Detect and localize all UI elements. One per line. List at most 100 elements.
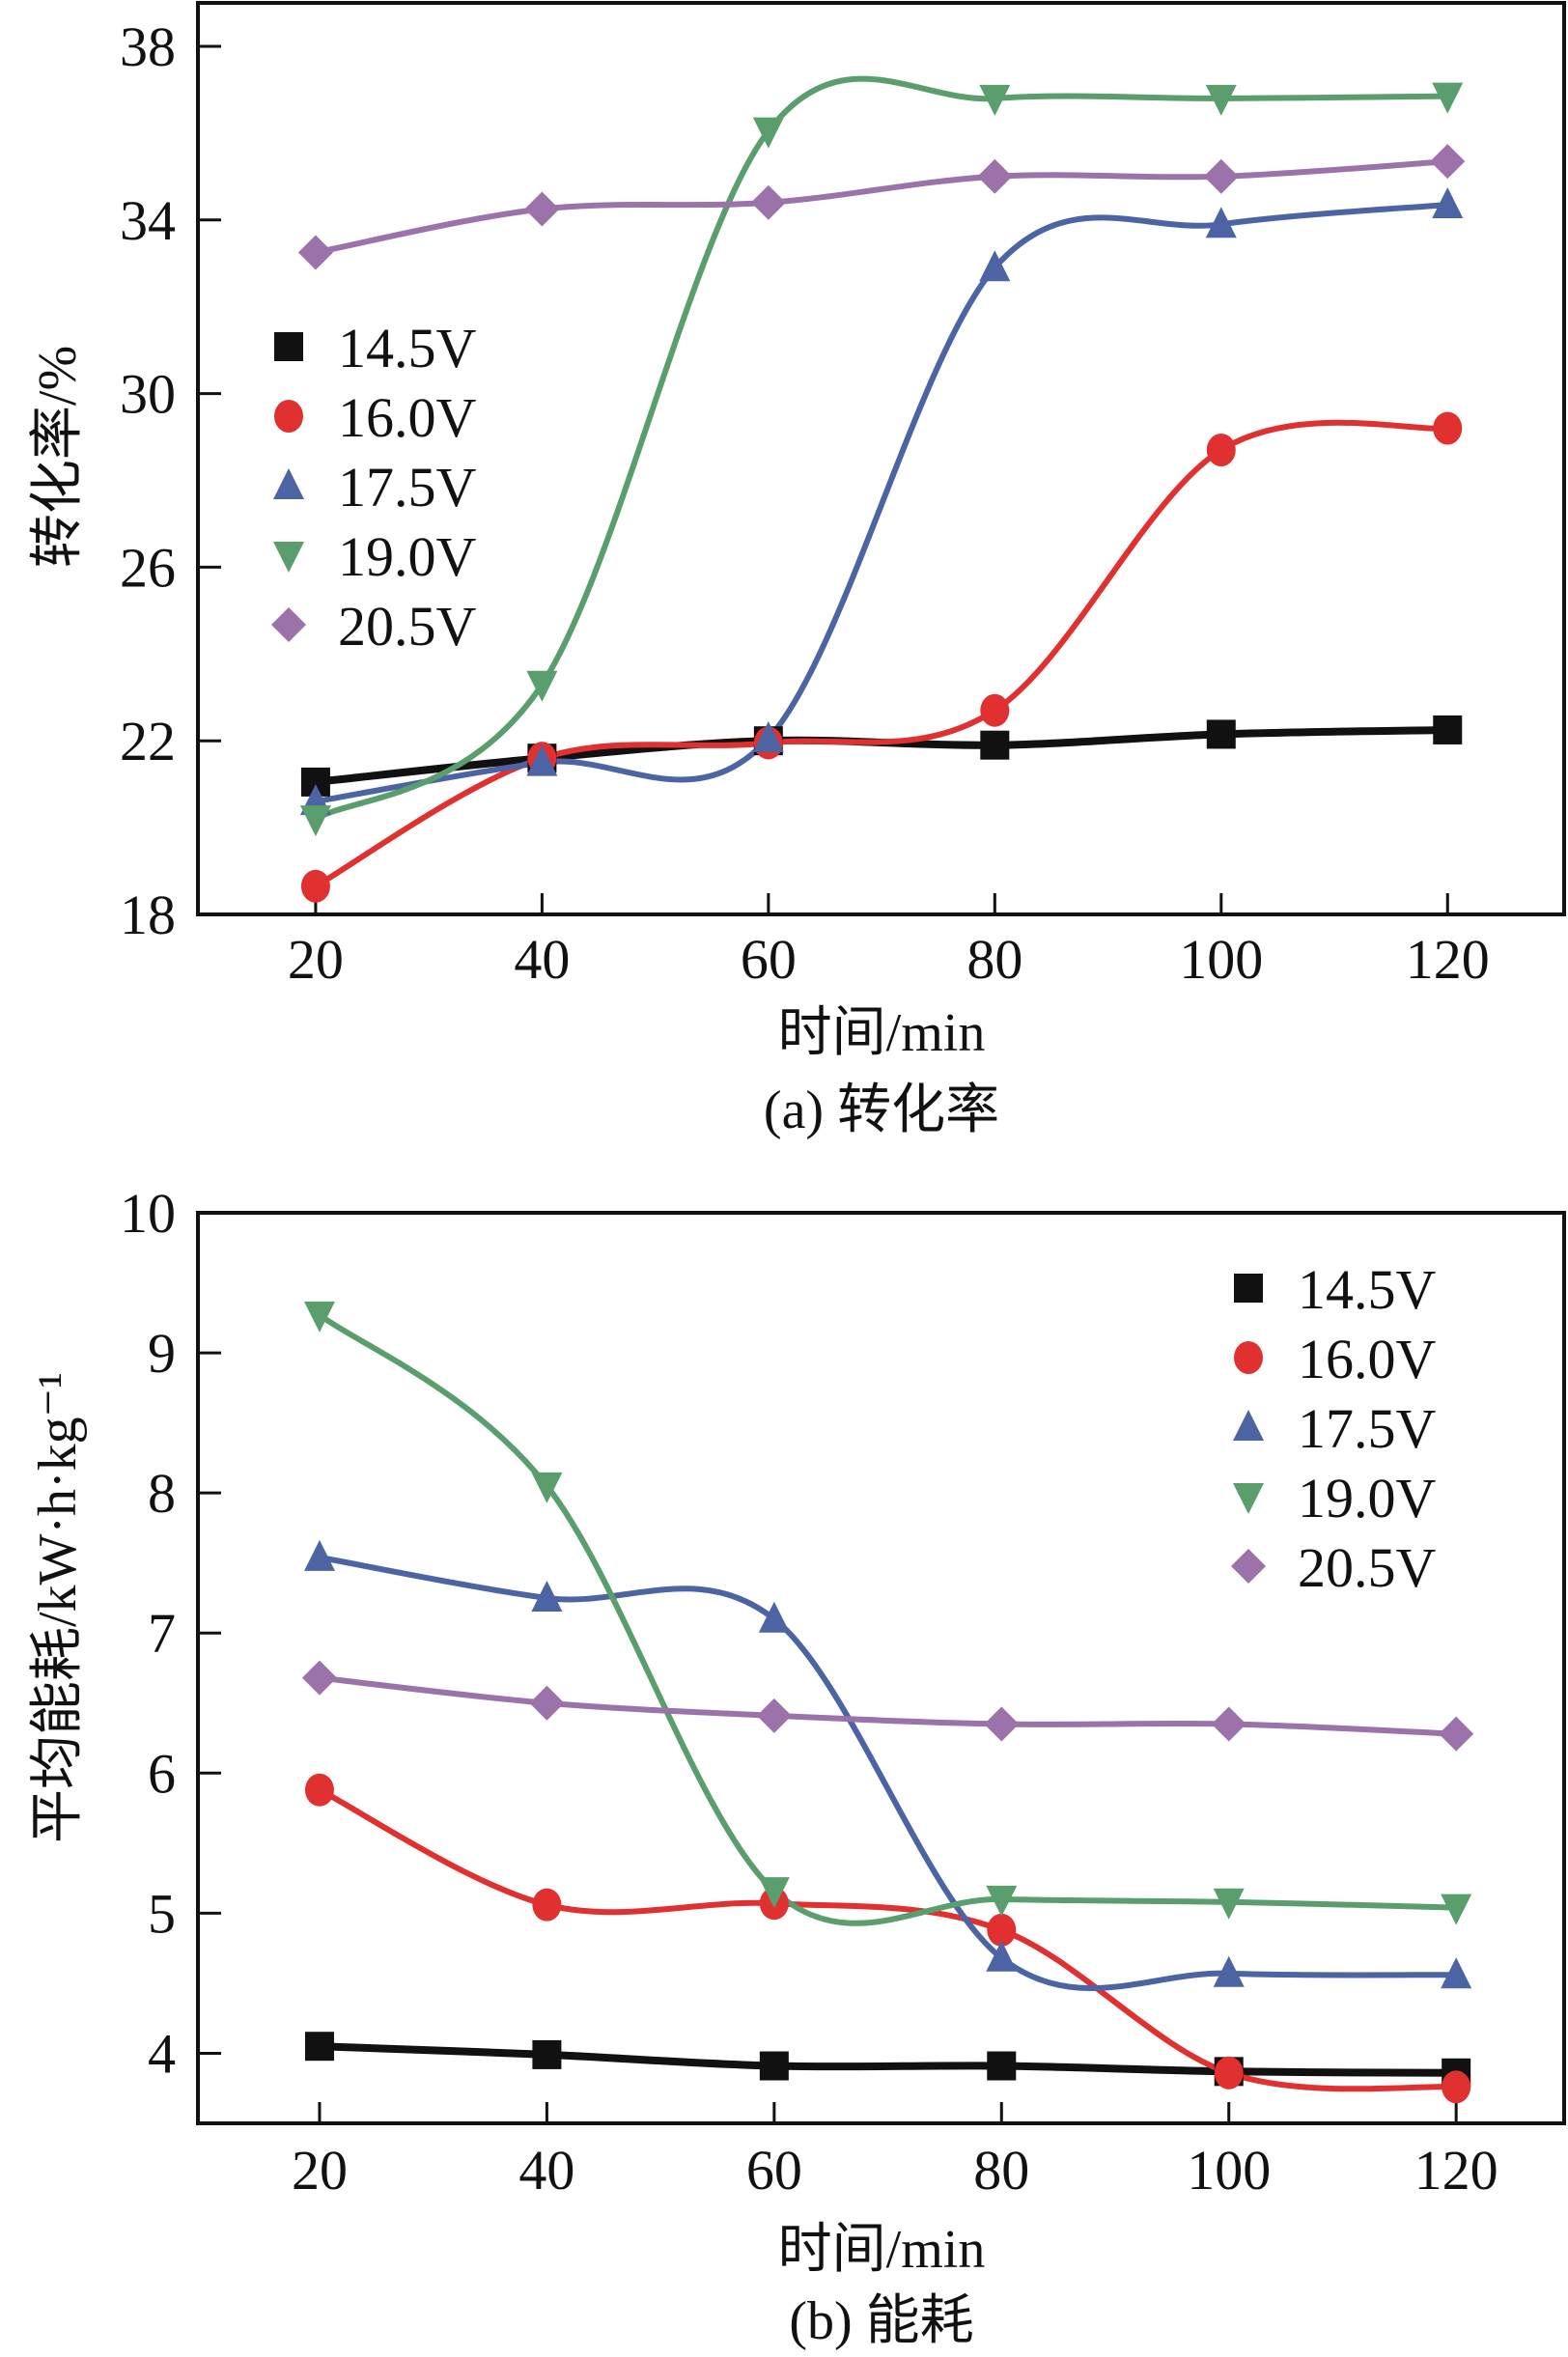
panel-a-legend-marker — [273, 468, 304, 499]
panel-a-x-tick-label: 20 — [288, 928, 344, 991]
panel-a-point — [524, 191, 560, 227]
panel-a-markers-20.5V — [297, 144, 1466, 270]
panel-b-series-14.5V — [319, 2042, 1457, 2077]
panel-a-plot-area: 20 40 60 80 100 120 18 22 26 30 34 38 14.5V 16.0V 17.5… — [120, 1, 1566, 991]
panel-a-point — [1432, 82, 1464, 114]
panel-b-point — [1214, 2056, 1244, 2090]
panel-b-line-17.5V — [319, 1554, 1457, 1991]
panel-b-y-axis-title: 平均能耗/kW·h·kg⁻¹ — [28, 1372, 88, 1843]
panel-a-series-16.0V — [314, 419, 1448, 889]
panel-b-point — [532, 1888, 562, 1922]
panel-b-line-16.0V — [318, 1787, 1457, 2092]
panel-b-legend-label: 16.0V — [1298, 1328, 1437, 1390]
panel-a-legend-label: 16.0V — [338, 386, 477, 449]
panel-a-point — [297, 235, 333, 270]
panel-a-point — [1206, 719, 1236, 749]
panel-b-legend-label: 20.5V — [1298, 1536, 1437, 1599]
panel-b-legend-marker — [1231, 1549, 1266, 1584]
panel-b-series-20.5V — [319, 1674, 1457, 1737]
panel-b-x-tick-label: 40 — [518, 2139, 574, 2202]
panel-b-point — [984, 1706, 1020, 1742]
panel-b-y-tick-label: 9 — [148, 1322, 176, 1385]
panel-b-markers-17.5V — [303, 1539, 1472, 1989]
panel-a-legend-marker — [273, 542, 304, 573]
panel-a-point — [977, 158, 1013, 194]
panel-b-markers-19.0V — [303, 1301, 1472, 1925]
panel-b-y-tick-label: 6 — [148, 1742, 176, 1805]
panel-a-point — [980, 730, 1010, 760]
panel-a-axes-frame — [196, 1, 1566, 916]
panel-b-point — [301, 1660, 337, 1696]
panel-b-y-tick-label: 7 — [148, 1602, 176, 1665]
panel-a-point — [526, 670, 558, 702]
panel-a-markers-19.0V — [299, 82, 1464, 837]
panel-b-legend-marker — [1234, 1274, 1263, 1303]
panel-a-point — [299, 805, 331, 837]
panel-b-point — [1441, 1894, 1472, 1925]
panel-a-point — [750, 184, 786, 220]
panel-b-legend-label: 14.5V — [1298, 1258, 1437, 1321]
panel-b-x-tick-label: 80 — [973, 2139, 1029, 2202]
panel-b-point — [986, 1940, 1018, 1972]
panel-b-point — [303, 1301, 335, 1333]
panel-b-series-19.0V — [318, 1312, 1457, 1926]
panel-b-point — [987, 2051, 1017, 2081]
panel-b-legend-label: 19.0V — [1298, 1467, 1437, 1529]
panel-b-x-tick-label: 100 — [1187, 2139, 1271, 2202]
panel-a-point — [752, 720, 784, 752]
panel-a-conversion-rate: 20 40 60 80 100 120 18 22 26 30 34 38 14.5V 16.0V 17.5… — [28, 1, 1566, 1140]
panel-a-point — [979, 250, 1011, 282]
panel-b-y-tick-label: 4 — [148, 2022, 176, 2085]
panel-a-y-tick-label: 18 — [120, 884, 176, 946]
panel-a-y-tick-label: 30 — [120, 363, 176, 426]
panel-a-point — [1430, 144, 1466, 180]
panel-b-point — [1213, 1955, 1245, 1987]
panel-a-markers-17.5V — [299, 187, 1464, 816]
panel-b-point — [303, 1539, 335, 1571]
panel-a-point — [300, 869, 330, 903]
panel-a-legend-label: 20.5V — [338, 595, 477, 658]
panel-b-point — [529, 1685, 565, 1721]
panel-b-point — [1211, 1706, 1246, 1742]
panel-b-x-tick-label: 20 — [292, 2139, 348, 2202]
panel-b-point — [1442, 2070, 1471, 2104]
panel-a-series-17.5V — [315, 202, 1448, 805]
panel-b-point — [987, 1913, 1017, 1947]
panel-b-point — [756, 1698, 792, 1733]
panel-b-point — [758, 1601, 790, 1633]
panel-a-point — [1433, 411, 1463, 445]
panel-a-legend-label: 19.0V — [338, 525, 477, 588]
panel-a-point — [1206, 434, 1236, 467]
panel-a-point — [1203, 158, 1239, 194]
panel-a-y-tick-label: 38 — [120, 15, 176, 78]
panel-a-line-17.5V — [315, 202, 1448, 805]
panel-a-point — [979, 84, 1011, 116]
panel-b-point — [531, 1580, 563, 1612]
panel-b-line-19.0V — [318, 1312, 1457, 1926]
panel-a-legend-marker — [274, 332, 303, 361]
panel-a-x-tick-label: 40 — [514, 928, 570, 991]
panel-b-line-14.5V — [319, 2042, 1457, 2077]
panel-b-y-tick-label: 10 — [120, 1182, 176, 1245]
panel-a-point — [1433, 715, 1463, 744]
panel-b-legend-marker — [1233, 1410, 1264, 1441]
panel-b-legend-label: 17.5V — [1298, 1397, 1437, 1460]
panel-a-point — [526, 744, 558, 776]
panel-a-y-tick-label: 22 — [120, 710, 176, 772]
panel-b-axes-frame — [196, 1211, 1566, 2125]
panel-b-caption: (b) 能耗 — [789, 2291, 973, 2351]
panel-b-point — [758, 1877, 790, 1909]
panel-a-legend-label: 14.5V — [338, 317, 477, 379]
panel-a-point — [980, 693, 1010, 727]
panel-a-point — [1205, 84, 1237, 116]
panel-a-x-tick-label: 60 — [741, 928, 797, 991]
panel-b-point — [986, 1885, 1018, 1917]
panel-b-plot-area: 20 40 60 80 100 120 4 5 6 7 8 9 10 14.5V 16.0V 17.5V 19.… — [120, 1182, 1566, 2202]
panel-b-y-tick-label: 5 — [148, 1882, 176, 1945]
panel-b-x-tick-label: 60 — [746, 2139, 802, 2202]
panel-a-line-16.0V — [314, 419, 1448, 889]
panel-a-x-tick-label: 100 — [1179, 928, 1263, 991]
panel-a-point — [752, 117, 784, 149]
